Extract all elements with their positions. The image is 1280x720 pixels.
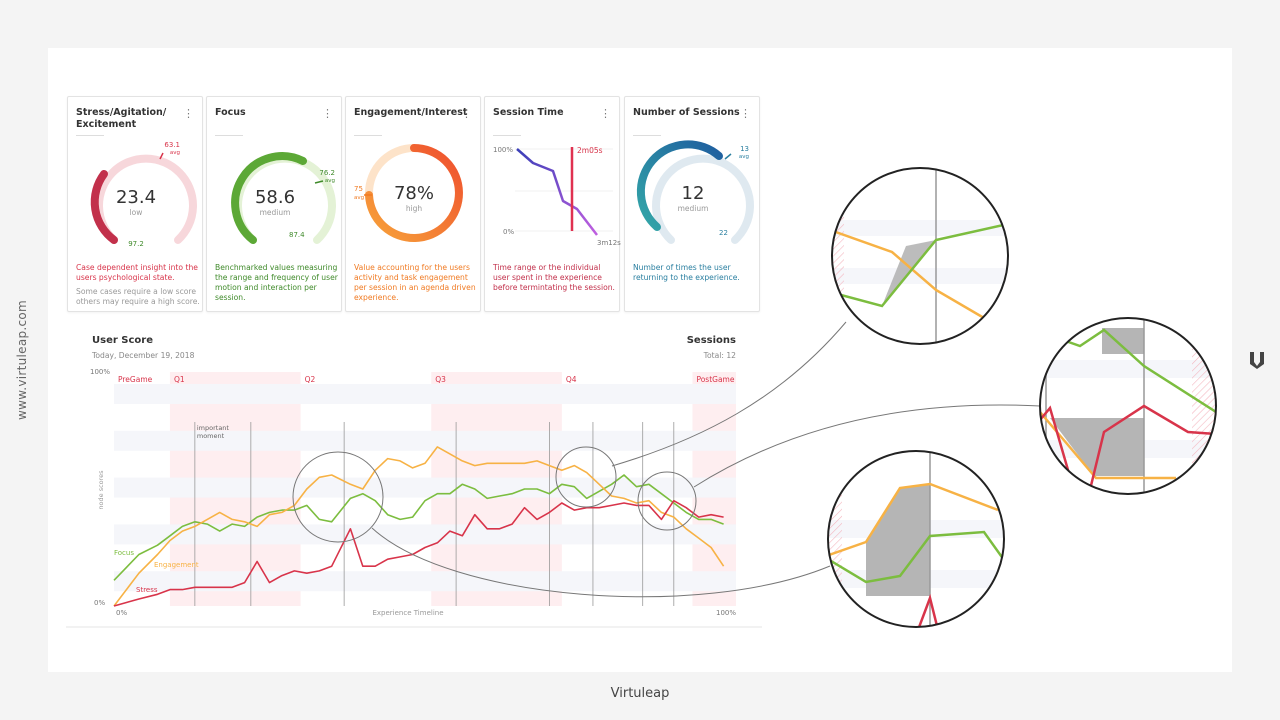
card-description: Time range or the individual user spent … — [493, 263, 615, 292]
y-tick-bottom: 0% — [94, 599, 105, 607]
title-divider — [633, 135, 661, 136]
gauge-level: medium — [678, 204, 709, 213]
sessions-gauge: 12 medium 13 avg 22 — [636, 140, 754, 244]
card-description: Value accounting for the users activity … — [354, 263, 476, 302]
avg-marker — [159, 152, 164, 160]
x-tick-right: 100% — [716, 609, 736, 617]
more-vert-icon[interactable]: ⋮ — [322, 107, 333, 120]
phase-label: PostGame — [696, 375, 734, 384]
avg-label: avg — [170, 150, 180, 156]
title-divider — [76, 135, 104, 136]
sessions-card[interactable]: Number of Sessions ⋮ 12 medium 13 avg 22… — [624, 96, 760, 312]
phase-label: PreGame — [118, 375, 153, 384]
avg-label: avg — [739, 154, 749, 160]
gauge-value: 58.6 — [255, 187, 295, 208]
more-vert-icon[interactable]: ⋮ — [183, 107, 194, 120]
footer-text: Virtuleap — [610, 686, 670, 701]
end-label: 3m12s — [597, 239, 621, 247]
gauge-value: 78% — [394, 183, 434, 204]
side-url: www.virtuleap.com — [0, 300, 44, 420]
session-time-card[interactable]: Session Time ⋮ 100% 0% 2m05s 3m12s Time … — [484, 96, 621, 312]
session-time-line — [516, 148, 598, 236]
card-description-secondary: Some cases require a low score others ma… — [76, 287, 200, 306]
annotation-text: moment — [197, 432, 225, 440]
card-description: Case dependent insight into the users ps… — [76, 263, 198, 282]
stress-card[interactable]: Stress/Agitation/ Excitement ⋮ 23.4 low … — [67, 96, 203, 312]
user-score-date: Today, December 19, 2018 — [92, 351, 195, 360]
avg-value: 63.1 — [164, 141, 180, 149]
card-title: Session Time — [493, 107, 564, 118]
card-title: Engagement/Interest — [354, 107, 468, 118]
title-divider — [215, 135, 243, 136]
website-url: www.virtuleap.com — [15, 299, 30, 421]
user-score-title: User Score — [92, 335, 153, 346]
more-vert-icon[interactable]: ⋮ — [461, 107, 472, 120]
engagement-card[interactable]: Engagement/Interest ⋮ 78% high 75 avg Va… — [345, 96, 481, 312]
card-description: Number of times the user returning to th… — [633, 263, 740, 282]
title-divider — [493, 135, 521, 136]
series-line-focus — [113, 474, 724, 581]
series-label: Engagement — [154, 561, 199, 569]
x-axis-label: Experience Timeline — [372, 609, 443, 617]
more-vert-icon[interactable]: ⋮ — [600, 107, 611, 120]
sessions-title: Sessions — [686, 335, 736, 346]
title-divider — [354, 135, 382, 136]
avg-marker — [724, 153, 732, 160]
y-axis-label: node scores — [97, 470, 105, 510]
avg-marker — [314, 180, 324, 184]
card-title: Focus — [215, 107, 246, 118]
gauge-value: 12 — [682, 183, 705, 204]
marker-label: 2m05s — [577, 146, 603, 155]
gauge-level: medium — [260, 208, 291, 217]
card-title: Stress/Agitation/ Excitement — [76, 107, 167, 130]
card-title: Number of Sessions — [633, 107, 740, 118]
sessions-total: Total: 12 — [703, 351, 736, 360]
series-label: Focus — [114, 549, 134, 557]
avg-value: 76.2 — [319, 169, 335, 177]
focus-gauge: 58.6 medium 76.2 avg 87.4 — [231, 152, 336, 244]
card-description: Benchmarked values measuring the range a… — [215, 263, 338, 302]
gauge-level: high — [406, 204, 423, 213]
max-label: 22 — [719, 229, 728, 237]
gauge-fill — [90, 170, 118, 244]
top-axis-label: 100% — [493, 146, 513, 154]
more-vert-icon[interactable]: ⋮ — [740, 107, 751, 120]
gauge-track — [652, 154, 754, 244]
max-label: 97.2 — [128, 240, 144, 248]
engagement-gauge: 78% high 75 avg — [354, 144, 463, 242]
gauge-fill — [365, 144, 463, 242]
gauge-fill — [231, 152, 307, 244]
gauge-value: 23.4 — [116, 187, 156, 208]
gauge-level: low — [130, 208, 143, 217]
phase-label: Q3 — [435, 375, 446, 384]
x-tick-left: 0% — [116, 609, 127, 617]
annotation-text: important — [197, 424, 230, 432]
stripe-band — [114, 430, 736, 451]
series-line-engagement — [113, 446, 725, 607]
avg-value: 13 — [740, 145, 749, 153]
phase-label: Q4 — [566, 375, 577, 384]
session-time-chart: 100% 0% 2m05s 3m12s — [493, 146, 621, 247]
avg-label: avg — [354, 195, 364, 201]
bottom-axis-label: 0% — [503, 228, 514, 236]
focus-card[interactable]: Focus ⋮ 58.6 medium 76.2 avg 87.4 Benchm… — [206, 96, 342, 312]
stripe-band — [114, 384, 736, 404]
virtuleap-logo-icon — [1250, 352, 1264, 369]
phase-label: Q1 — [174, 375, 185, 384]
stress-gauge: 23.4 low 63.1 avg 97.2 — [90, 141, 197, 248]
series-label: Stress — [136, 586, 158, 594]
max-label: 87.4 — [289, 231, 305, 239]
phase-label: Q2 — [305, 375, 316, 384]
avg-value: 75 — [354, 185, 363, 193]
gauge-fill — [636, 140, 723, 231]
y-tick-top: 100% — [90, 368, 110, 376]
avg-label: avg — [325, 178, 335, 184]
